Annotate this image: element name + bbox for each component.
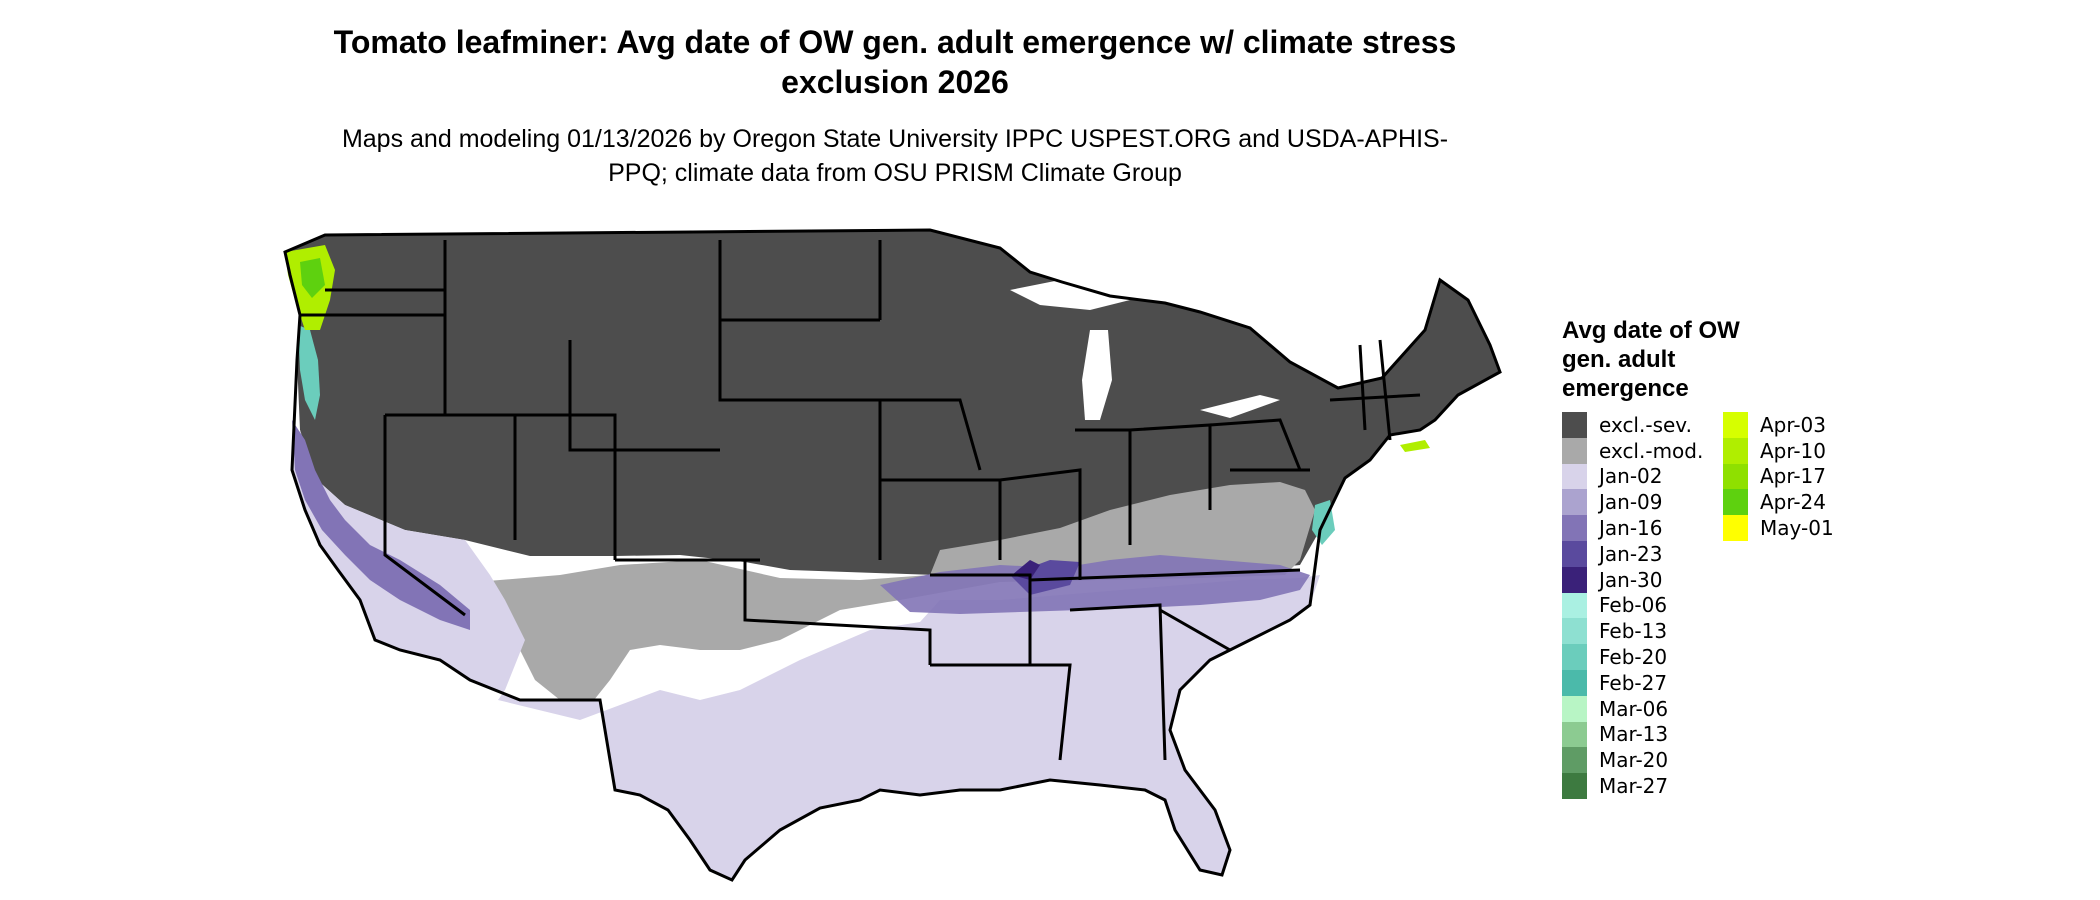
legend-swatch [1723, 463, 1748, 490]
legend-item: Jan-09 [1562, 489, 1703, 516]
legend-item: Mar-20 [1562, 747, 1703, 774]
legend-item: Jan-30 [1562, 566, 1703, 593]
legend-swatch [1723, 489, 1748, 516]
legend-swatch [1562, 489, 1587, 516]
legend-item: Feb-13 [1562, 618, 1703, 645]
legend-label: Feb-20 [1599, 645, 1668, 670]
map-title: Tomato leafminer: Avg date of OW gen. ad… [333, 24, 1457, 100]
legend-item: excl.-mod. [1562, 437, 1704, 464]
west-coast-purple [292, 420, 470, 630]
legend-item: Apr-17 [1723, 463, 1834, 490]
legend-item: Jan-23 [1562, 540, 1703, 567]
legend-label: May-01 [1760, 516, 1834, 541]
legend-label: Jan-23 [1599, 541, 1663, 566]
legend-item: Jan-02 [1562, 463, 1703, 490]
legend-item: Apr-24 [1723, 489, 1834, 516]
legend-item: Feb-06 [1562, 592, 1703, 619]
legend-swatch [1562, 747, 1587, 774]
jan02-region [292, 430, 1320, 880]
legend-label: Jan-02 [1599, 464, 1663, 489]
legend-title: Avg date of OW gen. adult emergence [1562, 317, 1740, 402]
legend-label: Jan-09 [1599, 490, 1663, 515]
us-emergence-map [283, 228, 1502, 882]
legend-swatch [1562, 540, 1587, 567]
legend-swatch [1562, 592, 1587, 619]
excluded-moderate-band [410, 482, 1315, 705]
legend-label: Apr-24 [1760, 490, 1826, 515]
legend-swatch [1723, 412, 1748, 438]
legend-label: Mar-13 [1599, 722, 1669, 747]
legend-label: Mar-20 [1599, 748, 1669, 773]
legend-column-2: Apr-03 Apr-10 Apr-17 Apr-24 May-01 [1723, 412, 1834, 541]
legend-item: Apr-03 [1723, 412, 1834, 438]
legend-label: Jan-16 [1599, 516, 1663, 541]
legend-item: Mar-27 [1562, 773, 1703, 799]
legend-label: excl.-mod. [1599, 438, 1704, 463]
legend-label: Apr-03 [1760, 412, 1826, 437]
west-coast-teal [298, 325, 320, 420]
legend-label: Jan-30 [1599, 567, 1663, 592]
legend-label: Feb-27 [1599, 670, 1668, 695]
long-island-green [1400, 440, 1430, 452]
legend-swatch [1562, 437, 1587, 464]
state-borders [283, 228, 1502, 882]
legend-swatch [1562, 515, 1587, 541]
jan16-band [880, 555, 1310, 614]
legend-label: Mar-27 [1599, 774, 1669, 799]
legend-label: Apr-10 [1760, 438, 1826, 463]
legend-item: Feb-27 [1562, 669, 1703, 696]
legend-item: May-01 [1723, 515, 1834, 541]
legend-item: Feb-20 [1562, 644, 1703, 670]
legend-swatch [1562, 721, 1587, 748]
legend-swatch [1562, 463, 1587, 490]
lake-superior [1010, 280, 1130, 310]
pacific-northwest-darkgreen [300, 258, 325, 298]
legend-swatch [1562, 566, 1587, 593]
excluded-severe-region [285, 230, 1500, 575]
legend-swatch [1562, 669, 1587, 696]
legend-label: Feb-06 [1599, 593, 1668, 618]
legend-label: excl.-sev. [1599, 412, 1692, 437]
legend-label: Mar-06 [1599, 696, 1669, 721]
legend-swatch [1562, 644, 1587, 670]
legend-item: Mar-13 [1562, 721, 1703, 748]
legend-swatch [1562, 773, 1587, 799]
legend-item: Mar-06 [1562, 695, 1703, 722]
legend-swatch [1723, 515, 1748, 541]
legend-column-1: excl.-sev. excl.-mod. Jan-02 Jan-09 Jan-16 Ja… [1562, 412, 1703, 799]
legend-swatch [1562, 618, 1587, 645]
legend-item: excl.-sev. [1562, 412, 1703, 438]
legend-label: Apr-17 [1760, 464, 1826, 489]
lake-michigan [1082, 330, 1112, 420]
legend-item: Apr-10 [1723, 437, 1834, 464]
legend-swatch [1562, 412, 1587, 438]
legend-label: Feb-13 [1599, 619, 1668, 644]
map-subtitle: Maps and modeling 01/13/2026 by Oregon S… [341, 125, 1449, 187]
legend-swatch [1723, 437, 1748, 464]
legend-item: Jan-16 [1562, 515, 1703, 541]
legend-swatch [1562, 695, 1587, 722]
lake-erie [1200, 395, 1280, 418]
